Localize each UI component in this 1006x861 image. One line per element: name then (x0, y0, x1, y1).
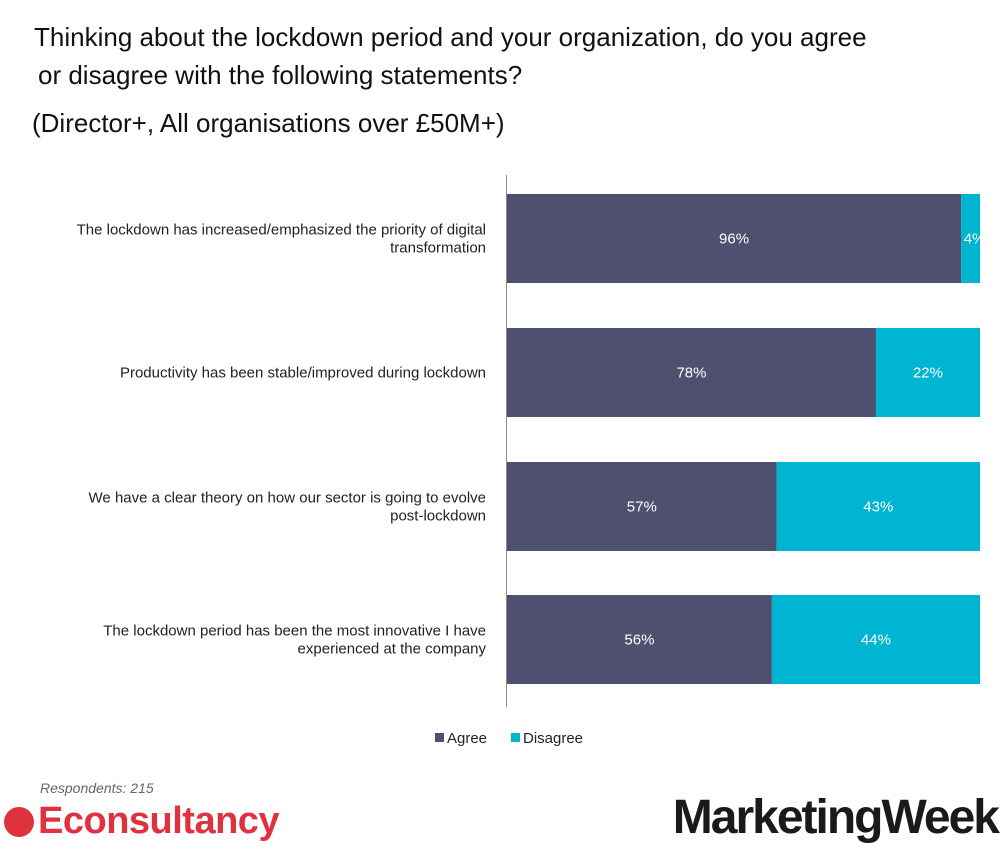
data-label-agree-4: 56% (624, 632, 654, 649)
bar-disagree-2 (875, 328, 980, 417)
chart-subtitle: (Director+, All organisations over £50M+… (32, 108, 505, 138)
econsultancy-dot-icon (4, 806, 34, 837)
data-label-disagree-3: 43% (863, 499, 893, 516)
category-label-4: experienced at the company (298, 641, 487, 658)
category-label-4: The lockdown period has been the most in… (103, 623, 486, 640)
econsultancy-logo: Econsultancy (4, 800, 280, 843)
legend-swatch-agree (435, 733, 444, 742)
bar-disagree-4 (771, 595, 980, 684)
category-label-2: Productivity has been stable/improved du… (120, 365, 486, 382)
data-label-disagree-2: 22% (913, 365, 943, 382)
chart-title-line-2: or disagree with the following statement… (38, 60, 523, 90)
bar-agree-3 (507, 462, 777, 551)
bar-disagree-1 (961, 194, 980, 283)
bar-agree-2 (507, 328, 876, 417)
chart-title-line-1: Thinking about the lockdown period and y… (34, 22, 867, 52)
stacked-bar-chart: 96% 4% The lockdown has increased/emphasiz… (76, 175, 986, 747)
econsultancy-logo-text: Econsultancy (38, 800, 280, 842)
data-label-disagree-1: 4% (964, 231, 986, 248)
bar-agree-4 (507, 595, 772, 684)
legend-swatch-disagree (511, 733, 520, 742)
bar-disagree-3 (776, 462, 980, 551)
category-label-3: post-lockdown (390, 508, 486, 525)
data-label-agree-2: 78% (676, 365, 706, 382)
bar-agree-1 (507, 194, 962, 283)
marketing-week-logo: MarketingWeek (672, 791, 1000, 844)
category-label-1: The lockdown has increased/emphasized th… (77, 222, 486, 239)
data-label-agree-1: 96% (719, 231, 749, 248)
legend-label-disagree: Disagree (523, 730, 583, 747)
category-label-3: We have a clear theory on how our sector… (89, 490, 486, 507)
data-label-disagree-4: 44% (861, 632, 891, 649)
category-label-1: transformation (390, 240, 486, 257)
respondents-note: Respondents: 215 (40, 780, 154, 796)
data-label-agree-3: 57% (627, 499, 657, 516)
legend-label-agree: Agree (447, 730, 487, 747)
